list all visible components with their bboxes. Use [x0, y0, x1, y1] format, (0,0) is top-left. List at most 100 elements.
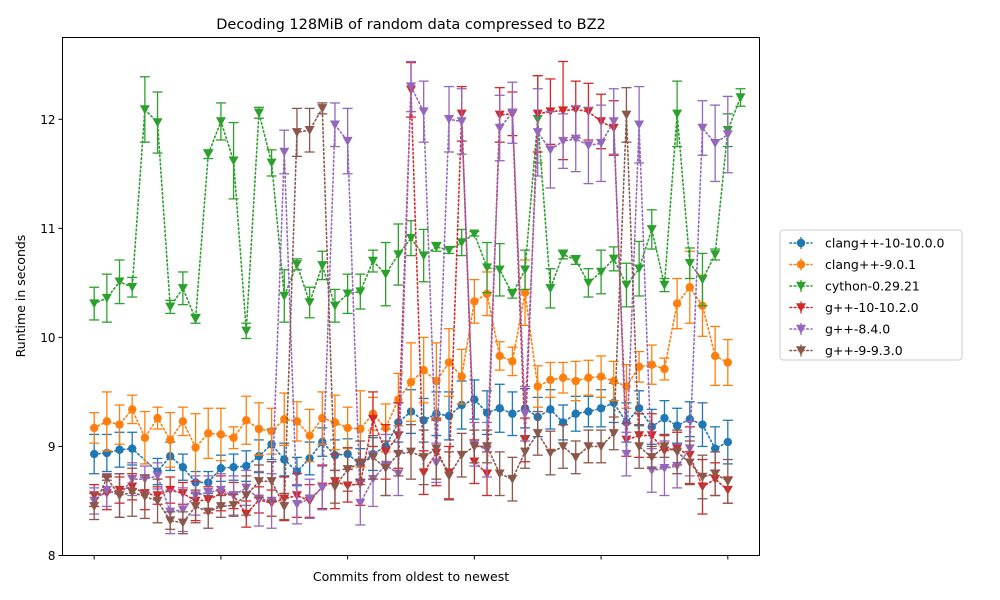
data-point [139, 105, 150, 115]
data-point [698, 420, 707, 429]
data-point [494, 469, 505, 479]
data-point [596, 139, 607, 149]
data-point [431, 242, 442, 252]
data-point [621, 280, 632, 290]
data-point [241, 326, 252, 336]
data-point [190, 502, 201, 512]
data-point [101, 293, 112, 303]
data-point [494, 123, 505, 133]
y-tick-label: 10 [40, 331, 55, 345]
data-point [596, 267, 607, 277]
data-point [215, 485, 226, 495]
legend-entry: clang++-9.0.1 [789, 257, 916, 272]
data-point [304, 494, 315, 504]
data-point [558, 373, 568, 382]
data-point [672, 447, 683, 457]
data-point [216, 430, 226, 439]
data-point [646, 431, 657, 441]
data-point [659, 464, 670, 474]
data-point [508, 409, 517, 418]
y-tick-label: 9 [48, 440, 56, 454]
data-point [329, 482, 340, 492]
data-point [457, 372, 466, 381]
data-point [115, 445, 124, 454]
data-point [242, 416, 251, 425]
chart-title: Decoding 128MiB of random data compresse… [216, 17, 606, 33]
data-point [570, 134, 581, 144]
y-tick-label: 12 [40, 113, 55, 127]
data-point [330, 418, 340, 427]
data-point [520, 447, 531, 457]
data-point [242, 461, 251, 471]
data-point [494, 265, 505, 275]
data-point [253, 477, 264, 487]
y-axis-label: Runtime in seconds [13, 235, 28, 358]
data-point [152, 471, 163, 481]
data-point [710, 469, 721, 479]
data-point [253, 108, 264, 118]
series-clang++-9.0.1 [89, 250, 733, 482]
data-point [672, 299, 682, 308]
series-g++-9-9.3.0 [89, 87, 733, 535]
data-point [178, 462, 188, 472]
data-point [697, 123, 708, 133]
legend-marker [796, 238, 806, 248]
legend-label: g++-9-9.3.0 [825, 343, 903, 358]
legend-entry: g++-9-9.3.0 [789, 343, 903, 358]
data-point [570, 255, 581, 265]
data-point [279, 291, 290, 301]
data-point [406, 447, 416, 457]
data-point [520, 265, 531, 275]
legend-marker [796, 281, 806, 291]
data-point [228, 156, 239, 166]
data-point [558, 442, 569, 452]
data-point [684, 458, 695, 468]
data-point [558, 106, 569, 116]
data-point [229, 433, 238, 442]
data-point [101, 485, 112, 495]
data-point [444, 358, 454, 367]
data-point [305, 431, 314, 440]
data-point [456, 117, 467, 127]
data-point [203, 487, 214, 497]
data-point [608, 117, 619, 127]
data-point [393, 449, 404, 459]
series-g++-8.4.0 [89, 60, 733, 535]
data-point [140, 433, 150, 442]
y-tick-label: 8 [48, 549, 56, 563]
data-point [304, 298, 315, 308]
data-point [609, 376, 618, 386]
data-point [723, 437, 733, 447]
data-point [583, 141, 594, 151]
data-point [291, 260, 302, 270]
data-point [621, 110, 632, 120]
data-point [279, 502, 290, 512]
legend: clang++-10-10.0.0 clang++-9.0.1 cython-0.2… [779, 229, 963, 361]
data-point [355, 287, 366, 297]
legend-label: clang++-9.0.1 [825, 257, 916, 272]
data-point [660, 364, 669, 374]
data-point [153, 413, 162, 423]
data-point [596, 372, 606, 381]
data-point [266, 158, 277, 168]
data-point [660, 413, 669, 423]
legend-entry: g++-10-10.2.0 [789, 300, 919, 315]
data-point [254, 424, 264, 434]
data-point [710, 351, 720, 361]
data-point [166, 435, 175, 445]
data-point [177, 518, 188, 528]
data-point [266, 477, 277, 487]
data-point [380, 269, 391, 279]
data-point [672, 421, 682, 430]
data-point [444, 471, 455, 481]
data-point [380, 464, 391, 474]
data-point [342, 289, 353, 299]
data-point [367, 414, 378, 424]
data-point [710, 250, 721, 260]
data-point [342, 136, 353, 146]
data-point [584, 373, 593, 382]
data-point [127, 282, 138, 292]
legend-marker [796, 346, 806, 356]
data-point [697, 472, 708, 482]
data-point [355, 458, 366, 468]
